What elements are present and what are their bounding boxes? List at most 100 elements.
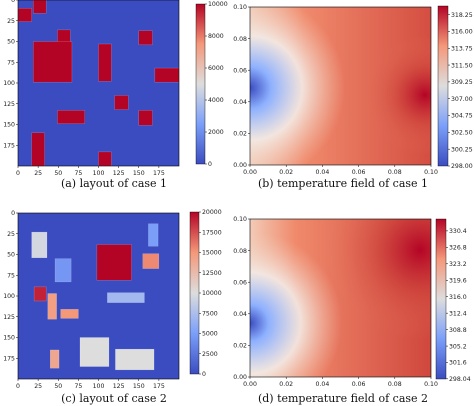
y-tick-label: 150 [3, 122, 15, 129]
component-rect [57, 29, 71, 44]
panel-a-layout-case-1: 0 25 50 75 100 125 150 175 0255075100125150175 … [3, 0, 228, 190]
panel-d-temperature-case-2: 0.00 0.02 0.04 0.06 0.08 0.10 0.000.020.040.0… [233, 216, 470, 405]
component-rect [138, 30, 153, 46]
component-rect [31, 132, 45, 167]
y-tick-label: 0.08 [233, 36, 247, 43]
component-rect [33, 286, 47, 302]
component-rect [79, 337, 110, 367]
panel-b-y-ticks: 0.00 0.02 0.04 0.06 0.08 0.10 [233, 4, 250, 169]
component-rect [98, 151, 112, 167]
y-tick-label: 50 [7, 39, 15, 46]
component-rect [31, 231, 48, 259]
y-tick-label: 0 [11, 210, 15, 217]
caption-d: (d) temperature field of case 2 [258, 392, 428, 405]
component-rect [115, 348, 155, 371]
panel-d-frame [249, 218, 432, 378]
y-tick-label: 175 [3, 142, 15, 149]
x-tick-label: 0.08 [388, 169, 402, 176]
x-tick-label: 0.06 [352, 381, 366, 388]
colorbar-tick-label: 304.75 [451, 113, 473, 120]
caption-c: (c) layout of case 2 [61, 392, 167, 405]
y-tick-label: 0 [11, 0, 15, 4]
component-rect [148, 223, 159, 247]
y-tick-label: 25 [7, 231, 15, 238]
y-tick-label: 0.10 [233, 216, 247, 223]
x-tick-label: 150 [133, 383, 145, 390]
colorbar-tick-label: 300.25 [451, 146, 473, 153]
x-tick-label: 25 [34, 170, 42, 177]
panel-a-colorbar-ticks: 0 2000 4000 6000 8000 10000 [205, 1, 228, 168]
x-tick-label: 0.02 [279, 381, 293, 388]
x-tick-label: 50 [54, 170, 62, 177]
colorbar-tick-label: 318.25 [451, 12, 473, 19]
y-tick-label: 75 [7, 59, 15, 66]
component-rect [107, 292, 145, 303]
colorbar-tick-label: 330.4 [449, 228, 467, 235]
x-tick-label: 25 [34, 383, 42, 390]
component-rect [114, 95, 129, 110]
y-tick-label: 0.04 [233, 99, 247, 106]
panel-c-components [31, 223, 160, 371]
x-tick-label: 0.10 [424, 169, 438, 176]
panel-b-x-ticks: 0.00 0.02 0.04 0.06 0.08 0.10 [243, 165, 438, 176]
x-tick-label: 0.08 [388, 381, 402, 388]
colorbar-tick-label: 0 [208, 161, 212, 168]
colorbar-tick-label: 308.8 [449, 327, 467, 334]
panel-c-layout-case-2: 0 25 50 75 100 125 150 175 0255075100125150175 … [3, 209, 222, 405]
component-rect [33, 0, 47, 14]
colorbar-tick-label: 2500 [202, 351, 218, 358]
panel-a-x-ticks: 0 25 50 75 100 125 150 175 [16, 166, 165, 177]
component-rect [57, 110, 86, 124]
panel-b-cold-region [250, 7, 431, 165]
x-tick-label: 100 [93, 383, 105, 390]
colorbar-tick-label: 0 [202, 371, 206, 378]
x-tick-label: 0.10 [424, 381, 438, 388]
x-tick-label: 0.02 [279, 169, 293, 176]
y-tick-label: 75 [7, 272, 15, 279]
x-tick-label: 175 [153, 383, 165, 390]
colorbar-tick-label: 6000 [208, 65, 224, 72]
component-rect [154, 67, 180, 83]
panel-d-y-ticks: 0.00 0.02 0.04 0.06 0.08 0.10 [233, 216, 250, 381]
panel-c-x-ticks: 0 25 50 75 100 125 150 175 [16, 379, 165, 390]
y-tick-label: 0.02 [233, 131, 247, 138]
panel-b-colorbar-ticks: 298.00 300.25 302.50 304.75 307.00 309.25 311.… [448, 12, 473, 170]
colorbar-tick-label: 312.4 [449, 310, 467, 317]
panel-a-components [17, 0, 180, 167]
x-tick-label: 125 [113, 170, 125, 177]
panel-d-colorbar [435, 218, 447, 380]
x-tick-label: 125 [113, 383, 125, 390]
y-tick-label: 0.06 [233, 279, 247, 286]
x-tick-label: 150 [133, 170, 145, 177]
x-tick-label: 0.04 [316, 381, 330, 388]
colorbar-tick-label: 10000 [208, 1, 228, 8]
colorbar-tick-label: 20000 [202, 209, 222, 216]
colorbar-tick-label: 298.04 [449, 376, 471, 383]
colorbar-tick-label: 7500 [202, 310, 218, 317]
colorbar-tick-label: 316.00 [451, 29, 473, 36]
x-tick-label: 0.00 [243, 169, 257, 176]
colorbar-tick-label: 301.6 [449, 360, 467, 367]
x-tick-label: 75 [74, 383, 82, 390]
y-tick-label: 125 [3, 101, 15, 108]
component-rect [47, 293, 57, 320]
x-tick-label: 0 [16, 383, 20, 390]
y-tick-label: 175 [3, 355, 15, 362]
panel-c-colorbar [189, 211, 200, 375]
colorbar-tick-label: 12500 [202, 270, 222, 277]
x-tick-label: 100 [93, 170, 105, 177]
y-tick-label: 50 [7, 252, 15, 259]
x-tick-label: 75 [74, 170, 82, 177]
y-tick-label: 25 [7, 18, 15, 25]
y-tick-label: 0.02 [233, 343, 247, 350]
y-tick-label: 0.00 [233, 374, 247, 381]
panel-b-temperature-case-1: 0.00 0.02 0.04 0.06 0.08 0.10 0.000.020.040.0… [233, 4, 472, 190]
panel-b-frame [249, 6, 432, 166]
y-tick-label: 100 [3, 80, 15, 87]
panel-d-cold-region [250, 219, 431, 377]
panel-a-plot-area [18, 0, 179, 166]
panel-c-y-ticks: 0 25 50 75 100 125 150 175 [3, 210, 18, 362]
y-tick-label: 0.10 [233, 4, 247, 11]
colorbar-tick-label: 319.6 [449, 277, 467, 284]
component-rect [50, 349, 60, 369]
